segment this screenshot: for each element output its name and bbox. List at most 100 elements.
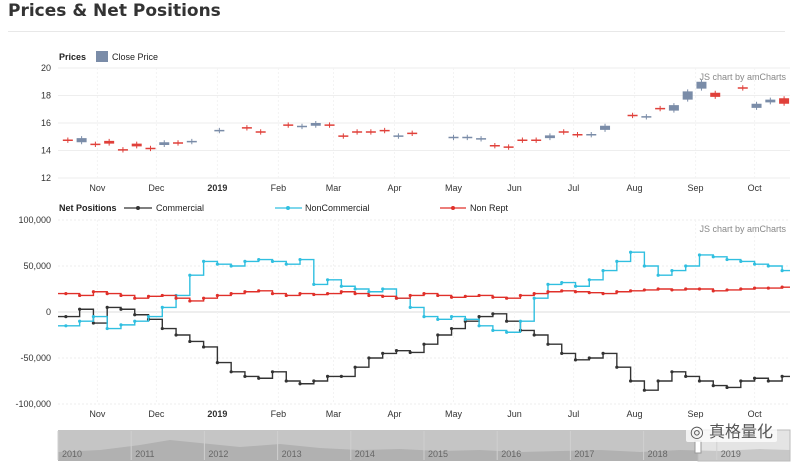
series-point-commercial[interactable] [532,333,536,337]
series-point-noncommercial[interactable] [505,330,509,334]
price-candle[interactable] [751,103,762,108]
series-point-noncommercial[interactable] [78,319,82,323]
series-point-non-rept[interactable] [64,292,68,296]
series-point-noncommercial[interactable] [325,278,330,282]
series-point-non-rept[interactable] [243,290,247,294]
series-point-noncommercial[interactable] [684,264,688,268]
series-point-non-rept[interactable] [105,292,109,296]
series-point-noncommercial[interactable] [642,264,646,268]
series-point-non-rept[interactable] [546,290,550,294]
series-point-commercial[interactable] [215,361,219,365]
series-point-commercial[interactable] [298,382,302,386]
series-point-commercial[interactable] [160,326,164,331]
legend-nonrept[interactable]: Non Rept [440,203,509,213]
series-point-non-rept[interactable] [697,287,702,291]
series-point-non-rept[interactable] [133,296,137,300]
series-point-commercial[interactable] [353,365,357,369]
series-point-noncommercial[interactable] [711,255,715,259]
price-candle[interactable] [255,131,266,133]
series-point-noncommercial[interactable] [560,280,564,285]
price-candle[interactable] [517,139,528,142]
series-point-commercial[interactable] [105,305,109,309]
price-candle[interactable] [62,139,73,142]
series-point-commercial[interactable] [243,374,247,378]
series-point-non-rept[interactable] [449,295,454,299]
series-point-commercial[interactable] [270,370,275,374]
price-candle[interactable] [696,81,707,89]
series-point-commercial[interactable] [615,365,619,369]
series-point-commercial[interactable] [656,379,660,383]
series-point-noncommercial[interactable] [202,259,206,263]
price-candle[interactable] [214,129,225,132]
series-point-commercial[interactable] [642,388,646,392]
price-candle[interactable] [655,107,666,110]
series-point-non-rept[interactable] [615,290,619,294]
price-candle[interactable] [489,145,500,147]
navigator-left-grip[interactable] [694,440,702,454]
series-point-non-rept[interactable] [739,287,743,291]
price-candle[interactable] [117,149,128,151]
series-point-non-rept[interactable] [491,295,495,299]
series-point-noncommercial[interactable] [367,290,371,294]
series-point-noncommercial[interactable] [105,326,109,331]
series-point-non-rept[interactable] [560,289,564,293]
series-point-commercial[interactable] [394,349,399,353]
price-candle[interactable] [462,136,473,139]
range-navigator[interactable]: 2010 2011 2012 2013 2014 2015 2016 2017 2018 2019 [57,429,791,462]
price-candle[interactable] [352,131,363,133]
price-candle[interactable] [324,124,335,126]
series-point-non-rept[interactable] [202,296,206,300]
price-candle[interactable] [765,99,776,103]
series-point-noncommercial[interactable] [215,262,219,266]
series-point-non-rept[interactable] [752,286,757,290]
series-point-noncommercial[interactable] [422,315,426,319]
series-point-commercial[interactable] [257,376,261,380]
net-chart-credit[interactable]: JS chart by amCharts [699,224,786,234]
series-point-noncommercial[interactable] [229,264,233,268]
price-candles[interactable] [62,79,790,153]
series-point-non-rept[interactable] [312,292,316,297]
series-point-non-rept[interactable] [532,292,536,296]
series-point-non-rept[interactable] [766,286,770,290]
series-point-commercial[interactable] [64,315,68,319]
series-point-commercial[interactable] [91,321,96,325]
series-point-commercial[interactable] [505,319,509,323]
series-point-non-rept[interactable] [119,293,123,298]
close-price-legend-swatch[interactable] [96,51,108,62]
price-candle[interactable] [779,98,790,104]
series-point-noncommercial[interactable] [601,269,605,273]
series-point-commercial[interactable] [408,350,412,355]
series-point-noncommercial[interactable] [257,257,261,262]
price-candle[interactable] [531,139,542,142]
series-point-non-rept[interactable] [505,296,509,300]
series-point-commercial[interactable] [449,326,454,331]
series-point-commercial[interactable] [312,379,316,383]
series-point-non-rept[interactable] [463,294,467,298]
price-candle[interactable] [104,140,115,144]
price-candle[interactable] [90,143,101,146]
series-point-non-rept[interactable] [780,285,784,289]
series-point-non-rept[interactable] [174,296,178,300]
series-point-commercial[interactable] [546,342,550,346]
series-point-noncommercial[interactable] [133,319,137,323]
price-candle[interactable] [558,131,569,133]
price-candle[interactable] [407,132,418,135]
series-point-noncommercial[interactable] [739,259,743,263]
price-candle[interactable] [131,143,142,147]
series-point-non-rept[interactable] [353,292,357,296]
series-point-non-rept[interactable] [518,293,523,298]
series-point-noncommercial[interactable] [518,319,523,323]
legend-noncommercial[interactable]: NonCommercial [275,203,370,213]
series-point-commercial[interactable] [381,351,385,355]
series-point-noncommercial[interactable] [491,328,495,332]
price-candle[interactable] [682,91,693,100]
series-point-commercial[interactable] [560,351,564,355]
series-point-noncommercial[interactable] [339,284,343,288]
series-point-non-rept[interactable] [684,287,688,291]
series-point-commercial[interactable] [174,333,178,337]
series-point-non-rept[interactable] [146,294,151,298]
price-candle[interactable] [379,129,390,132]
series-point-non-rept[interactable] [229,292,233,296]
series-point-commercial[interactable] [573,358,578,362]
